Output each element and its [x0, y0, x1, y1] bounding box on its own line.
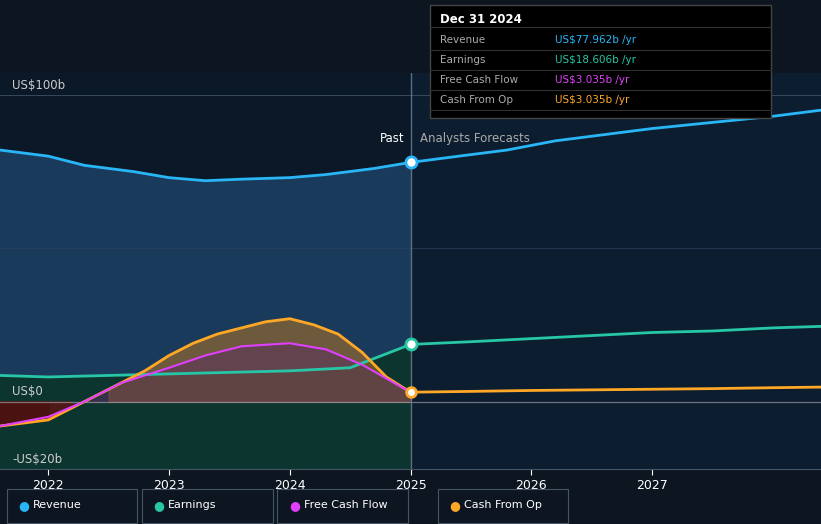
Text: Revenue: Revenue — [440, 35, 485, 45]
Text: ●: ● — [289, 499, 300, 511]
Text: Cash From Op: Cash From Op — [464, 500, 542, 510]
Text: Analysts Forecasts: Analysts Forecasts — [420, 132, 530, 145]
Text: US$18.606b /yr: US$18.606b /yr — [555, 54, 636, 65]
Text: Free Cash Flow: Free Cash Flow — [440, 74, 518, 85]
Text: US$3.035b /yr: US$3.035b /yr — [555, 94, 630, 105]
Text: US$100b: US$100b — [12, 79, 65, 92]
Text: US$77.962b /yr: US$77.962b /yr — [555, 35, 636, 45]
Text: Revenue: Revenue — [33, 500, 81, 510]
Text: Free Cash Flow: Free Cash Flow — [304, 500, 388, 510]
Text: Past: Past — [380, 132, 405, 145]
Text: ●: ● — [18, 499, 29, 511]
Text: -US$20b: -US$20b — [12, 453, 62, 466]
Text: Earnings: Earnings — [440, 54, 485, 65]
Text: US$3.035b /yr: US$3.035b /yr — [555, 74, 630, 85]
Bar — [410, 73, 821, 469]
Text: ●: ● — [449, 499, 460, 511]
Text: Earnings: Earnings — [168, 500, 217, 510]
Bar — [0, 73, 410, 469]
Text: Dec 31 2024: Dec 31 2024 — [440, 14, 522, 26]
Text: ●: ● — [154, 499, 164, 511]
Text: US$0: US$0 — [12, 386, 43, 398]
Text: Cash From Op: Cash From Op — [440, 94, 513, 105]
